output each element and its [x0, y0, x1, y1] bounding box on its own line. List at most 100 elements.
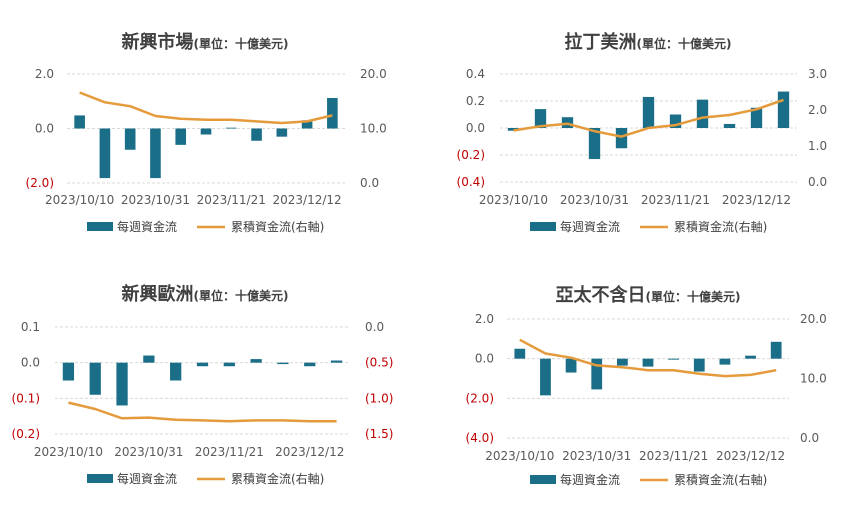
weekly-flow-bar	[200, 128, 212, 135]
y-left-tick-label: (0.1)	[12, 391, 40, 405]
chart-panel-3: 新興歐洲(單位：十億美元) 0.1 0.0 (0.1) (0.2) 0.0 (0.5) (1.…	[12, 283, 394, 486]
chart-title-text: 新興市場	[122, 31, 194, 53]
chart-title-text: 拉丁美洲	[565, 31, 637, 53]
weekly-flow-bar	[150, 128, 161, 179]
weekly-flow-bar	[196, 362, 209, 367]
x-tick-label: 2023/10/10	[45, 193, 114, 207]
legend-line-label: 累積資金流(右軸)	[674, 219, 767, 234]
legend-bar-swatch	[530, 222, 556, 231]
legend-bar-swatch	[530, 475, 556, 484]
x-tick-label: 2023/12/12	[275, 445, 344, 459]
x-tick-label: 2023/10/10	[485, 449, 554, 463]
legend-bar-swatch	[87, 474, 113, 483]
y-right-tick-label: 10.0	[360, 122, 387, 136]
chart-panel-1: 新興市場(單位：十億美元) 2.0 0.0 (2.0) 20.0 10.0 0.0 2023/…	[26, 31, 387, 234]
y-left-tick-label: 0.0	[466, 121, 485, 135]
weekly-flow-bar	[642, 358, 654, 367]
chart-title-unit: (單位：十億美元)	[194, 36, 289, 51]
legend-line-label: 累積資金流(右軸)	[231, 471, 324, 486]
weekly-flow-bar	[777, 91, 790, 128]
cumulative-flow-line	[79, 91, 333, 125]
x-tick-label: 2023/10/10	[479, 193, 548, 207]
y-left-tick-label: 0.2	[466, 94, 485, 108]
weekly-flow-bar	[301, 120, 313, 129]
y-left-tick-label: (4.0)	[466, 431, 494, 445]
x-tick-label: 2023/12/12	[716, 449, 785, 463]
weekly-flow-bar	[225, 127, 237, 129]
y-left-tick-label: 2.0	[475, 312, 494, 326]
chart-title-unit: (單位：十億美元)	[637, 36, 732, 51]
chart-title-unit: (單位：十億美元)	[646, 289, 741, 304]
weekly-flow-bar	[534, 109, 547, 128]
y-left-tick-label: (0.2)	[457, 148, 485, 162]
legend-bar-label: 每週資金流	[117, 219, 177, 234]
chart-title-text: 新興歐洲	[122, 283, 194, 305]
weekly-flow-bar	[514, 348, 526, 359]
y-right-tick-label: 3.0	[808, 67, 827, 81]
y-right-tick-label: (0.5)	[365, 356, 393, 370]
weekly-flow-bar	[696, 99, 709, 128]
legend-bar-label: 每週資金流	[560, 219, 620, 234]
weekly-flow-bar	[669, 114, 682, 128]
weekly-flow-bar	[124, 128, 136, 150]
weekly-flow-bar	[89, 362, 101, 395]
chart-panel-4: 亞太不含日(單位：十億美元) 2.0 0.0 (2.0) (4.0) 20.0 10.0 0.…	[466, 284, 827, 487]
weekly-flow-bar	[565, 358, 577, 373]
legend-line-label: 累積資金流(右軸)	[231, 219, 324, 234]
legend-bar-label: 每週資金流	[560, 472, 620, 487]
weekly-flow-bar	[223, 362, 235, 367]
y-left-tick-label: (0.2)	[12, 427, 40, 441]
y-right-tick-label: (1.0)	[365, 391, 393, 405]
weekly-flow-bar	[591, 358, 603, 390]
y-right-tick-label: (1.5)	[365, 427, 393, 441]
y-left-tick-label: (2.0)	[26, 176, 54, 190]
weekly-flow-bar	[170, 362, 182, 381]
weekly-flow-bar	[251, 128, 262, 141]
weekly-flow-bar	[540, 358, 551, 396]
x-tick-label: 2023/11/21	[197, 193, 266, 207]
chart-title-unit: (單位：十億美元)	[194, 288, 289, 303]
cumulative-flow-line	[513, 98, 784, 138]
legend: 每週資金流 累積資金流(右軸)	[530, 219, 767, 234]
weekly-flow-bar	[668, 358, 680, 360]
weekly-flow-bar	[327, 97, 338, 129]
weekly-flow-bar	[175, 128, 187, 145]
chart-title: 新興歐洲(單位：十億美元)	[122, 283, 289, 305]
weekly-flow-bar	[143, 355, 155, 363]
x-tick-label: 2023/12/12	[273, 193, 342, 207]
legend-bar-label: 每週資金流	[117, 471, 177, 486]
legend: 每週資金流 累積資金流(右軸)	[87, 471, 324, 486]
chart-title-text: 亞太不含日	[556, 284, 646, 306]
x-tick-label: 2023/10/31	[562, 449, 631, 463]
weekly-flow-bar	[250, 359, 262, 363]
legend: 每週資金流 累積資金流(右軸)	[87, 219, 324, 234]
y-right-tick-label: 0.0	[808, 175, 827, 189]
y-right-tick-label: 1.0	[808, 139, 827, 153]
y-right-tick-label: 20.0	[360, 67, 387, 81]
y-right-tick-label: 0.0	[365, 320, 384, 334]
weekly-flow-bar	[745, 355, 756, 359]
weekly-flow-bar	[330, 360, 343, 363]
weekly-flow-bar	[693, 358, 705, 372]
x-tick-label: 2023/11/21	[639, 449, 708, 463]
y-left-tick-label: (0.4)	[457, 175, 485, 189]
weekly-flow-bar	[723, 123, 736, 128]
x-tick-label: 2023/10/31	[121, 193, 190, 207]
y-left-tick-label: 0.0	[475, 352, 494, 366]
weekly-flow-bar	[642, 96, 655, 128]
weekly-flow-bar	[276, 128, 288, 137]
cumulative-flow-line	[68, 401, 337, 423]
cumulative-flow-line	[519, 338, 777, 378]
chart-title: 亞太不含日(單位：十億美元)	[556, 284, 741, 306]
weekly-flow-bar	[770, 341, 782, 359]
x-tick-label: 2023/10/31	[114, 445, 183, 459]
legend-bar-swatch	[87, 222, 113, 231]
y-right-tick-label: 2.0	[808, 103, 827, 117]
chart-title: 新興市場(單位：十億美元)	[122, 31, 289, 53]
weekly-flow-bar	[719, 358, 731, 365]
weekly-flow-bar	[74, 115, 85, 129]
x-tick-label: 2023/12/12	[722, 193, 791, 207]
x-tick-label: 2023/11/21	[641, 193, 710, 207]
y-right-tick-label: 0.0	[360, 176, 379, 190]
